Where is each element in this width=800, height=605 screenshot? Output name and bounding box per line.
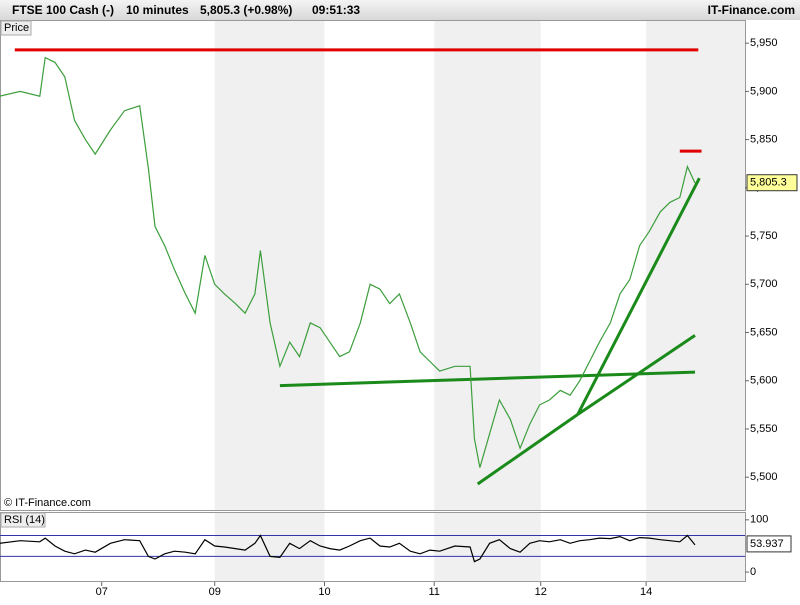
y-tick-label: 5,900	[750, 85, 778, 97]
x-tick-label: 12	[535, 586, 547, 598]
day-shade	[214, 20, 325, 510]
series-line	[0, 56, 696, 468]
y-tick-label: 0	[750, 566, 756, 578]
panel-title: Price	[4, 22, 29, 34]
last-price-box	[746, 174, 798, 192]
trendline	[279, 370, 696, 388]
trendline	[476, 413, 579, 486]
y-tick-label: 5,950	[750, 37, 778, 49]
day-shade	[214, 512, 325, 582]
x-tick-label: 11	[429, 586, 440, 598]
last-value-box	[746, 535, 792, 553]
day-shade	[646, 512, 745, 582]
y-tick-label: 5,650	[750, 326, 778, 338]
header-bar	[0, 0, 800, 20]
x-tick-label: 14	[640, 586, 652, 598]
y-tick-label: 5,850	[750, 134, 778, 146]
y-tick-label: 5,700	[750, 278, 778, 290]
y-tick-label: 5,750	[750, 230, 778, 242]
day-shade	[434, 20, 541, 510]
x-tick-label: 07	[96, 586, 108, 598]
series-line	[0, 534, 696, 563]
price-panel	[0, 20, 746, 511]
trendline	[576, 334, 696, 416]
panel-label-box	[0, 512, 46, 528]
time: 09:51:33	[312, 3, 360, 17]
last-value-label: 53.937	[750, 538, 784, 550]
watermark: © IT-Finance.com	[4, 497, 91, 509]
y-tick-label: 5,550	[750, 423, 778, 435]
last-price-label: 5,805.3	[750, 177, 787, 189]
x-tick-label: 09	[209, 586, 221, 598]
site: IT-Finance.com	[708, 3, 795, 17]
day-shade	[646, 20, 745, 510]
panel-title: RSI (14)	[4, 514, 45, 526]
rsi-panel	[0, 512, 746, 582]
panel-label-box	[0, 20, 32, 36]
x-tick-label: 10	[318, 586, 330, 598]
interval: 10 minutes	[126, 3, 189, 17]
instrument: FTSE 100 Cash (-)	[12, 3, 114, 17]
y-tick-label: 5,600	[750, 375, 778, 387]
y-tick-label: 5,500	[750, 471, 778, 483]
trendline	[576, 177, 701, 416]
quote: 5,805.3 (+0.98%)	[200, 3, 292, 17]
y-tick-label: 100	[750, 514, 768, 526]
